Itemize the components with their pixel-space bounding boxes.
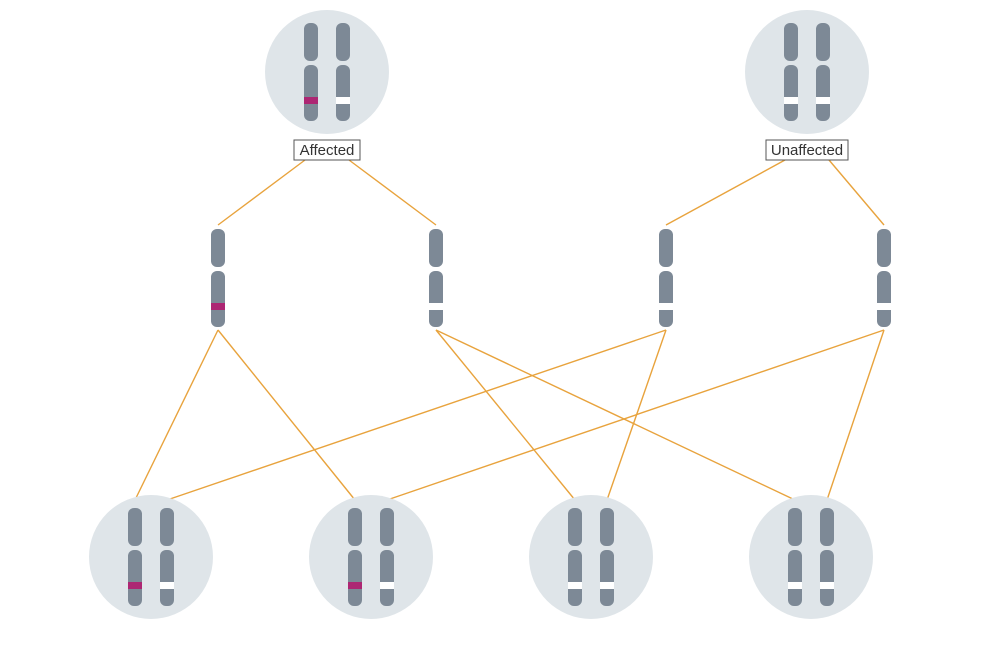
chromosome (211, 229, 225, 327)
parent-label: Affected (300, 142, 355, 159)
mutant-band (128, 582, 142, 589)
offspring (309, 495, 433, 619)
gamete (429, 229, 443, 327)
normal-band (659, 303, 673, 310)
chromosome (336, 23, 350, 121)
chromosome (568, 508, 582, 606)
chromosome (600, 508, 614, 606)
mutant-band (211, 303, 225, 310)
chromosome (816, 23, 830, 121)
inheritance-diagram: Affected Unaffected (0, 0, 1000, 649)
inheritance-line (829, 160, 884, 225)
normal-band (160, 582, 174, 589)
gamete (877, 229, 891, 327)
offspring (529, 495, 653, 619)
line-layer (135, 160, 884, 500)
inheritance-line (349, 160, 436, 225)
offspring (89, 495, 213, 619)
chromosome (820, 508, 834, 606)
node-layer: Affected Unaffected (89, 10, 891, 619)
normal-band (788, 582, 802, 589)
normal-band (820, 582, 834, 589)
normal-band (568, 582, 582, 589)
offspring-circle (529, 495, 653, 619)
offspring (749, 495, 873, 619)
normal-band (380, 582, 394, 589)
inheritance-line (666, 160, 785, 225)
chromosome (429, 229, 443, 327)
inheritance-line (167, 330, 666, 500)
offspring-circle (749, 495, 873, 619)
parent-circle (265, 10, 389, 134)
chromosome (784, 23, 798, 121)
mutant-band (304, 97, 318, 104)
parent-label: Unaffected (771, 142, 843, 159)
chromosome (304, 23, 318, 121)
inheritance-line (827, 330, 884, 500)
gamete (211, 229, 225, 327)
mutant-band (348, 582, 362, 589)
inheritance-line (436, 330, 575, 500)
normal-band (877, 303, 891, 310)
chromosome (380, 508, 394, 606)
chromosome (348, 508, 362, 606)
offspring-circle (309, 495, 433, 619)
parent-circle (745, 10, 869, 134)
parent-right: Unaffected (745, 10, 869, 160)
chromosome (160, 508, 174, 606)
chromosome (877, 229, 891, 327)
chromosome (128, 508, 142, 606)
inheritance-line (387, 330, 884, 500)
normal-band (336, 97, 350, 104)
parent-left: Affected (265, 10, 389, 160)
chromosome (659, 229, 673, 327)
inheritance-line (218, 160, 305, 225)
chromosome (788, 508, 802, 606)
normal-band (816, 97, 830, 104)
normal-band (784, 97, 798, 104)
normal-band (600, 582, 614, 589)
normal-band (429, 303, 443, 310)
inheritance-line (135, 330, 218, 500)
gamete (659, 229, 673, 327)
inheritance-line (218, 330, 355, 500)
offspring-circle (89, 495, 213, 619)
